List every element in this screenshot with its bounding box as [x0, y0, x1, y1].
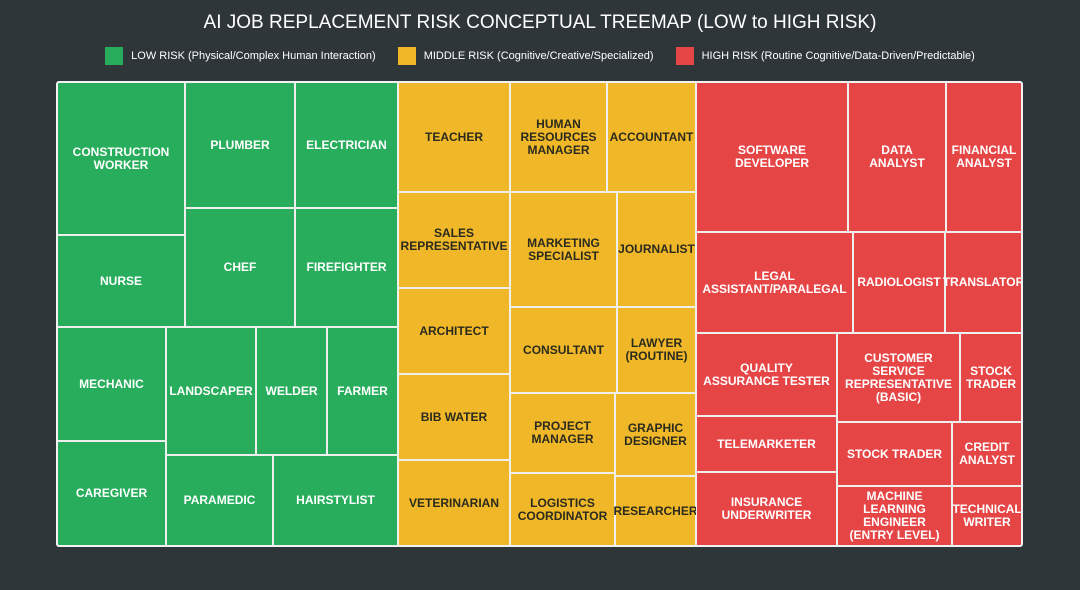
treemap-cell: ACCOUNTANT — [607, 83, 696, 192]
treemap-cell: LOGISTICS COORDINATOR — [510, 473, 615, 545]
treemap-cell: STOCK TRADER — [837, 422, 952, 486]
treemap-cell: JOURNALIST — [617, 192, 696, 307]
treemap-cell: CONSULTANT — [510, 307, 617, 393]
treemap-cell: FINANCIAL ANALYST — [946, 83, 1021, 232]
treemap-cell: CONSTRUCTION WORKER — [58, 83, 185, 235]
treemap-cell: TELEMARKETER — [696, 416, 837, 472]
treemap-cell: CREDIT ANALYST — [952, 422, 1021, 486]
treemap-cell: MACHINE LEARNING ENGINEER (ENTRY LEVEL) — [837, 486, 952, 545]
treemap-cell: GRAPHIC DESIGNER — [615, 393, 696, 476]
legend-swatch — [675, 47, 694, 65]
treemap-cell: VETERINARIAN — [398, 460, 510, 545]
legend-label: MIDDLE RISK (Cognitive/Creative/Speciali… — [423, 50, 654, 62]
legend: LOW RISK (Physical/Complex Human Interac… — [0, 47, 1080, 65]
treemap-cell: TRANSLATOR — [943, 232, 1021, 333]
legend-item: MIDDLE RISK (Cognitive/Creative/Speciali… — [397, 47, 654, 65]
treemap-cell: HUMAN RESOURCES MANAGER — [510, 83, 607, 192]
treemap-cell: LAWYER (ROUTINE) — [617, 307, 696, 393]
treemap-cell: WELDER — [256, 327, 327, 455]
treemap-cell: STOCK TRADER — [960, 333, 1021, 422]
treemap-cell: CUSTOMER SERVICE REPRESENTATIVE (BASIC) — [837, 333, 960, 422]
treemap-cell: PARAMEDIC — [166, 455, 273, 545]
legend-label: LOW RISK (Physical/Complex Human Interac… — [131, 50, 376, 62]
treemap-cell: MECHANIC — [58, 327, 166, 441]
treemap-cell: SALES REPRESENTATIVE — [398, 192, 510, 288]
treemap-cell: RESEARCHER — [614, 476, 698, 545]
title: AI JOB REPLACEMENT RISK CONCEPTUAL TREEM… — [203, 12, 877, 33]
treemap-cell: PROJECT MANAGER — [510, 393, 615, 473]
legend-swatch — [397, 47, 416, 65]
treemap-cell: ELECTRICIAN — [295, 83, 398, 208]
treemap-cell: NURSE — [58, 235, 185, 327]
legend-item: HIGH RISK (Routine Cognitive/Data-Driven… — [675, 47, 975, 65]
legend-label: HIGH RISK (Routine Cognitive/Data-Driven… — [701, 50, 975, 62]
treemap-cell: INSURANCE UNDERWRITER — [696, 472, 837, 545]
treemap-cell: FIREFIGHTER — [295, 208, 398, 327]
treemap-cell: SOFTWARE DEVELOPER — [696, 83, 848, 232]
legend-swatch — [105, 47, 124, 65]
treemap-cell: CHEF — [185, 208, 295, 327]
treemap-cell: BIB WATER — [398, 374, 510, 460]
treemap: CONSTRUCTION WORKER PLUMBER ELECTRICIAN NUR… — [56, 81, 1023, 547]
treemap-cell: TECHNICAL WRITER — [952, 486, 1021, 545]
treemap-cell: MARKETING SPECIALIST — [510, 192, 617, 307]
treemap-cell: QUALITY ASSURANCE TESTER — [696, 333, 837, 416]
treemap-cell: DATA ANALYST — [848, 83, 946, 232]
treemap-cell: CAREGIVER — [58, 441, 166, 545]
treemap-cell: LANDSCAPER — [166, 327, 256, 455]
treemap-cell: ARCHITECT — [398, 288, 510, 374]
treemap-cell: TEACHER — [398, 83, 510, 192]
legend-item: LOW RISK (Physical/Complex Human Interac… — [105, 47, 376, 65]
treemap-cell: FARMER — [327, 327, 398, 455]
treemap-cell: HAIRSTYLIST — [273, 455, 398, 545]
treemap-cell: PLUMBER — [185, 83, 295, 208]
treemap-cell: RADIOLOGIST — [853, 232, 945, 333]
treemap-cell: LEGAL ASSISTANT/PARALEGAL — [696, 232, 853, 333]
